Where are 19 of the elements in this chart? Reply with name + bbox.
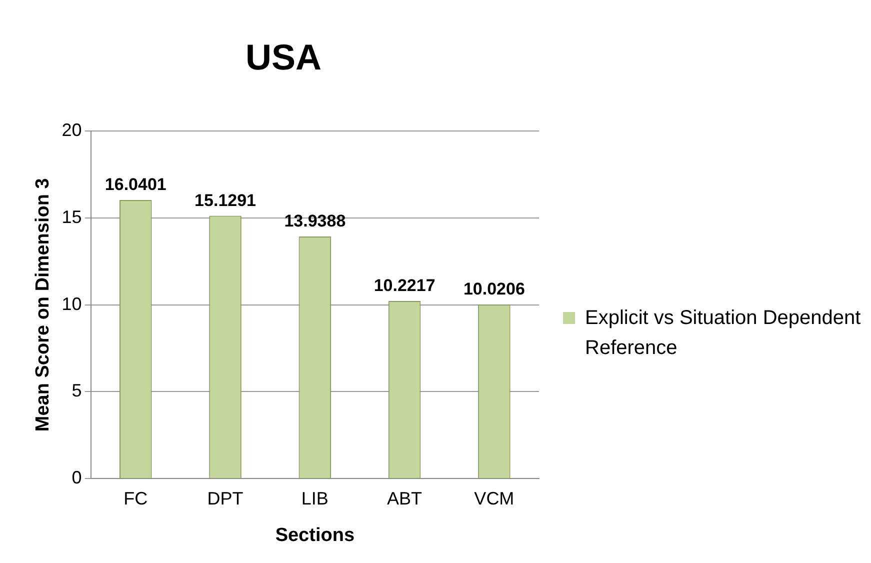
data-label: 13.9388 <box>284 212 346 231</box>
y-axis-title: Mean Score on Dimension 3 <box>32 178 54 432</box>
y-tick-label: 10 <box>62 294 82 314</box>
x-axis-title: Sections <box>275 524 355 546</box>
x-tick-label: DPT <box>207 488 244 508</box>
x-tick-label: FC <box>124 488 148 508</box>
x-tick-label: VCM <box>474 488 514 508</box>
data-label: 10.2217 <box>374 276 436 296</box>
y-tick-label: 5 <box>72 380 82 401</box>
legend-label: Explicit vs Situation Dependent Reference <box>585 306 862 361</box>
x-tick-label: LIB <box>301 488 328 508</box>
data-label: 16.0401 <box>104 175 166 194</box>
data-label: 15.1291 <box>194 190 256 210</box>
y-tick-label: 15 <box>62 207 82 228</box>
y-tick-label: 0 <box>72 468 82 488</box>
chart-title: USA <box>245 36 322 78</box>
data-label: 10.0206 <box>463 280 525 299</box>
y-tick-label: 20 <box>62 120 82 140</box>
x-tick-label: ABT <box>387 488 422 508</box>
